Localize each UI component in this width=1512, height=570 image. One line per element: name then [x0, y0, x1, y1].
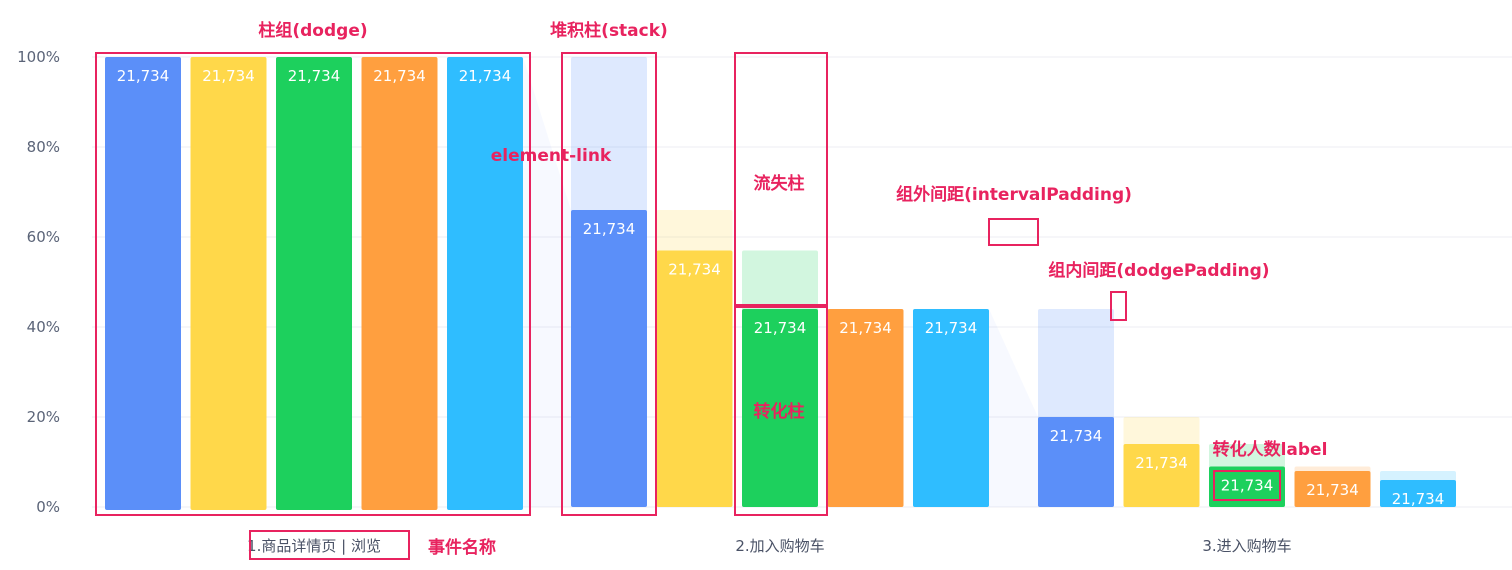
conversion-bar-annotation: 转化柱 [754, 401, 805, 422]
conversion-bar[interactable] [1123, 444, 1200, 507]
y-tick-label: 20% [27, 408, 60, 426]
bar-value-label: 21,734 [1306, 481, 1359, 499]
category-label: 1.商品详情页 | 浏览 [247, 537, 381, 555]
dodge-annotation: 柱组(dodge) [258, 20, 367, 41]
interval-padding-annotation: 组外间距(intervalPadding) [896, 184, 1132, 205]
bar-value-label: 21,734 [117, 67, 170, 85]
element-link-area [523, 57, 571, 507]
y-tick-label: 0% [36, 498, 60, 516]
element-link-annotation: element-link [491, 146, 612, 166]
conversion-bar[interactable] [190, 57, 267, 510]
category-label: 2.加入购物车 [735, 537, 824, 555]
bar-value-label: 21,734 [1050, 427, 1103, 445]
conversion-bar[interactable] [1038, 417, 1114, 507]
bar-value-label: 21,734 [583, 220, 636, 238]
conversion-bar[interactable] [1294, 471, 1371, 507]
y-axis: 0% 20% 40% 60% 80% 100% [17, 48, 60, 516]
bar-value-label: 21,734 [288, 67, 341, 85]
interval-padding-box [988, 218, 1039, 246]
dodge-padding-box [1110, 291, 1127, 321]
event-name-box [249, 530, 410, 560]
conversion-label-box [1213, 470, 1281, 501]
conversion-bar[interactable] [276, 57, 352, 510]
conversion-bar[interactable] [1380, 480, 1456, 507]
stack-column-highlight-box [734, 52, 828, 516]
conversion-bar[interactable] [1209, 466, 1285, 508]
annotations [95, 52, 1281, 560]
stack-highlight-box [561, 52, 657, 516]
stack-annotation: 堆积柱(stack) [550, 20, 668, 41]
conversion-bar[interactable] [742, 309, 818, 507]
element-links [523, 57, 1038, 507]
annotation-labels: 柱组(dodge) 堆积柱(stack) element-link 流失柱 转化… [258, 20, 1327, 558]
conversion-bar[interactable] [447, 57, 523, 510]
x-axis: 1.商品详情页 | 浏览 2.加入购物车 3.进入购物车 [247, 537, 1292, 555]
bars: 21,734 21,734 21,734 21,734 21,734 21,734 21,7… [105, 57, 1456, 510]
bar-value-label: 21,734 [754, 319, 807, 337]
bar-value-label: 21,734 [1135, 454, 1188, 472]
dodge-highlight-box [95, 52, 531, 516]
y-tick-label: 100% [17, 48, 60, 66]
conversion-bar[interactable] [105, 57, 181, 510]
bar-value-label: 21,734 [1221, 477, 1274, 495]
dodge-padding-annotation: 组内间距(dodgePadding) [1048, 260, 1269, 281]
category-label: 3.进入购物车 [1202, 537, 1291, 555]
bar-value-label: 21,734 [668, 261, 721, 279]
conversion-bar[interactable] [913, 309, 989, 507]
conversion-bar[interactable] [361, 57, 438, 510]
bar-value-label: 21,734 [459, 67, 512, 85]
loss-bar-annotation: 流失柱 [754, 173, 805, 194]
bar-value-label: 21,734 [1392, 490, 1445, 508]
conversion-bar[interactable] [827, 309, 904, 507]
bar-value-label: 21,734 [925, 319, 978, 337]
conversion-label-annotation: 转化人数label [1213, 439, 1328, 460]
y-tick-label: 60% [27, 228, 60, 246]
y-tick-label: 80% [27, 138, 60, 156]
event-name-annotation: 事件名称 [428, 537, 496, 558]
bar-value-label: 21,734 [839, 319, 892, 337]
conversion-bar[interactable] [571, 210, 647, 507]
bar-value-label: 21,734 [373, 67, 426, 85]
element-link-area [989, 309, 1038, 507]
bar-value-label: 21,734 [202, 67, 255, 85]
y-tick-label: 40% [27, 318, 60, 336]
conversion-bar[interactable] [656, 250, 733, 508]
